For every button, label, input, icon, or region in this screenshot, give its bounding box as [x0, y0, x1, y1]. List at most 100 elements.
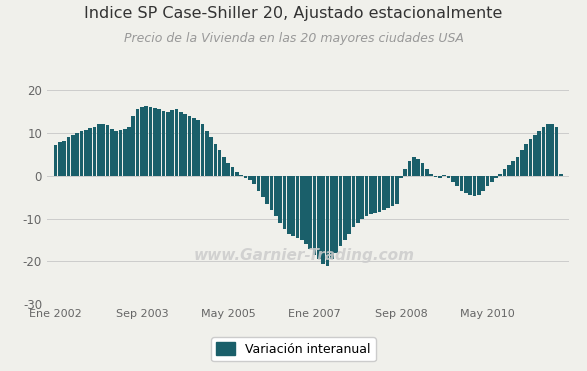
Bar: [352, 176, 355, 227]
Bar: [559, 174, 562, 176]
Bar: [295, 176, 299, 238]
Bar: [537, 131, 541, 176]
Bar: [317, 176, 321, 259]
Bar: [300, 176, 303, 240]
Bar: [468, 176, 472, 195]
Bar: [114, 131, 118, 176]
Bar: [97, 124, 100, 176]
Bar: [460, 176, 463, 191]
Bar: [408, 161, 411, 176]
Bar: [131, 116, 135, 176]
Bar: [335, 176, 338, 253]
Bar: [477, 176, 481, 195]
Bar: [157, 109, 161, 176]
Bar: [166, 112, 170, 176]
Bar: [261, 176, 265, 197]
Bar: [516, 157, 519, 176]
Text: www.Garnier-Trading.com: www.Garnier-Trading.com: [193, 248, 414, 263]
Bar: [239, 175, 243, 176]
Bar: [343, 176, 347, 240]
Bar: [110, 129, 113, 176]
Bar: [88, 128, 92, 176]
Bar: [248, 176, 252, 180]
Bar: [309, 176, 312, 249]
Bar: [485, 176, 489, 187]
Bar: [67, 137, 70, 176]
Bar: [330, 176, 334, 259]
Bar: [205, 131, 208, 176]
Bar: [269, 176, 274, 210]
Bar: [192, 118, 195, 176]
Bar: [140, 107, 144, 176]
Bar: [58, 142, 62, 176]
Bar: [175, 109, 178, 176]
Bar: [425, 170, 429, 176]
Bar: [313, 176, 316, 255]
Bar: [196, 120, 200, 176]
Bar: [106, 125, 109, 176]
Bar: [149, 107, 153, 176]
Bar: [434, 176, 437, 177]
Bar: [390, 176, 394, 206]
Bar: [153, 108, 157, 176]
Bar: [490, 176, 494, 182]
Bar: [356, 176, 360, 223]
Bar: [412, 157, 416, 176]
Bar: [524, 144, 528, 176]
Bar: [403, 170, 407, 176]
Bar: [473, 176, 476, 196]
Bar: [62, 141, 66, 176]
Bar: [451, 176, 455, 182]
Bar: [84, 129, 87, 176]
Bar: [54, 145, 58, 176]
Bar: [386, 176, 390, 208]
Bar: [161, 111, 166, 176]
Bar: [287, 176, 291, 234]
Bar: [416, 159, 420, 176]
Bar: [507, 165, 511, 176]
Bar: [127, 127, 131, 176]
Bar: [395, 176, 399, 204]
Bar: [222, 157, 226, 176]
Bar: [188, 116, 191, 176]
Bar: [93, 127, 96, 176]
Bar: [244, 176, 247, 178]
Bar: [218, 150, 221, 176]
Bar: [214, 144, 217, 176]
Bar: [326, 176, 329, 266]
Bar: [360, 176, 364, 219]
Bar: [71, 135, 75, 176]
Bar: [183, 114, 187, 176]
Bar: [278, 176, 282, 223]
Bar: [520, 150, 524, 176]
Bar: [399, 176, 403, 178]
Bar: [291, 176, 295, 236]
Legend: Variación interanual: Variación interanual: [211, 337, 376, 361]
Bar: [201, 124, 204, 176]
Bar: [373, 176, 377, 213]
Bar: [498, 174, 502, 176]
Bar: [456, 176, 459, 187]
Bar: [382, 176, 386, 210]
Bar: [430, 174, 433, 176]
Bar: [231, 167, 234, 176]
Bar: [265, 176, 269, 204]
Bar: [179, 112, 183, 176]
Bar: [209, 137, 213, 176]
Bar: [443, 175, 446, 176]
Text: Precio de la Vivienda en las 20 mayores ciudades USA: Precio de la Vivienda en las 20 mayores …: [123, 32, 464, 45]
Bar: [438, 176, 441, 178]
Bar: [369, 176, 373, 214]
Bar: [464, 176, 468, 193]
Bar: [494, 176, 498, 178]
Bar: [550, 124, 554, 176]
Bar: [348, 176, 351, 234]
Bar: [511, 161, 515, 176]
Text: Indice SP Case-Shiller 20, Ajustado estacionalmente: Indice SP Case-Shiller 20, Ajustado esta…: [85, 6, 502, 20]
Bar: [235, 171, 239, 176]
Bar: [377, 176, 381, 212]
Bar: [533, 135, 537, 176]
Bar: [252, 176, 256, 184]
Bar: [170, 110, 174, 176]
Bar: [421, 163, 424, 176]
